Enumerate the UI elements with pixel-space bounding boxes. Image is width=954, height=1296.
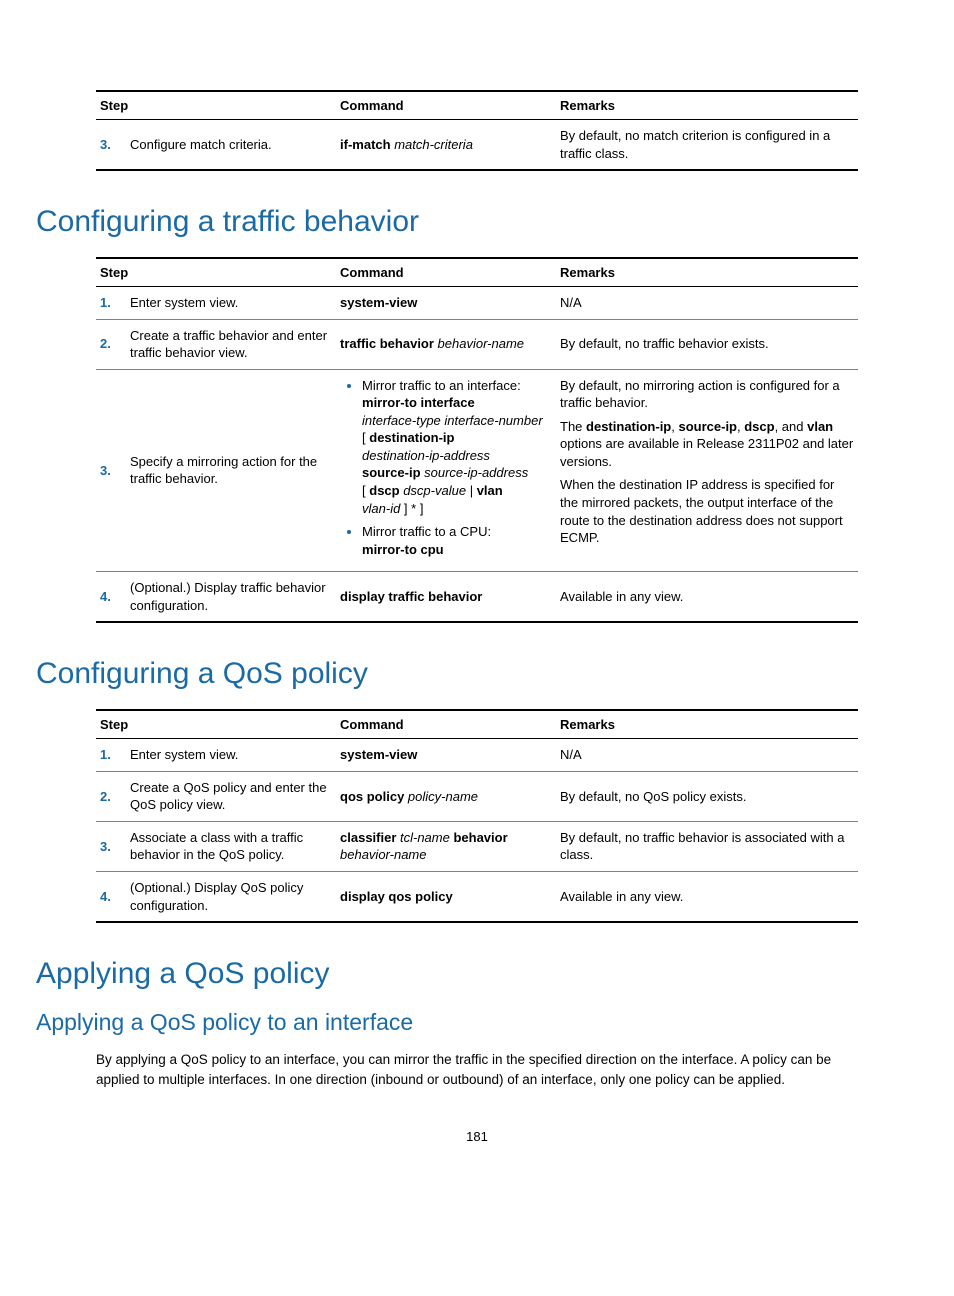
section-heading: Configuring a QoS policy (36, 657, 858, 691)
table-row: 2. Create a traffic behavior and enter t… (96, 319, 858, 369)
th-command: Command (336, 91, 556, 120)
traffic-behavior-table: Step Command Remarks 1. Enter system vie… (96, 257, 858, 623)
step-number: 4. (96, 872, 126, 923)
bullet-item: Mirror traffic to a CPU: mirror-to cpu (362, 523, 552, 558)
th-step: Step (96, 710, 336, 739)
table-row: 3. Specify a mirroring action for the tr… (96, 369, 858, 571)
step-number: 3. (96, 821, 126, 871)
step-number: 3. (96, 120, 126, 171)
table-row: 3. Associate a class with a traffic beha… (96, 821, 858, 871)
command-cell: traffic behavior behavior-name (336, 319, 556, 369)
table-row: 3. Configure match criteria. if-match ma… (96, 120, 858, 171)
page-content: Step Command Remarks 3. Configure match … (0, 0, 954, 1184)
th-remarks: Remarks (556, 258, 858, 287)
match-criteria-table: Step Command Remarks 3. Configure match … (96, 90, 858, 171)
step-text: Specify a mirroring action for the traff… (126, 369, 336, 571)
remarks-cell: Available in any view. (556, 572, 858, 623)
command-cell: if-match match-criteria (336, 120, 556, 171)
remarks-cell: N/A (556, 739, 858, 772)
remarks-cell: By default, no traffic behavior exists. (556, 319, 858, 369)
command-cell: classifier tcl-name behavior behavior-na… (336, 821, 556, 871)
table-row: 4. (Optional.) Display QoS policy config… (96, 872, 858, 923)
remarks-cell: By default, no traffic behavior is assoc… (556, 821, 858, 871)
step-number: 2. (96, 771, 126, 821)
command-cell: system-view (336, 739, 556, 772)
step-text: Configure match criteria. (126, 120, 336, 171)
table-row: 1. Enter system view. system-view N/A (96, 287, 858, 320)
remarks-cell: Available in any view. (556, 872, 858, 923)
command-cell: display qos policy (336, 872, 556, 923)
step-text: (Optional.) Display traffic behavior con… (126, 572, 336, 623)
step-number: 1. (96, 739, 126, 772)
th-step: Step (96, 91, 336, 120)
step-number: 1. (96, 287, 126, 320)
step-number: 2. (96, 319, 126, 369)
table-row: 1. Enter system view. system-view N/A (96, 739, 858, 772)
remarks-cell: N/A (556, 287, 858, 320)
th-command: Command (336, 258, 556, 287)
remarks-cell: By default, no match criterion is config… (556, 120, 858, 171)
bullet-item: Mirror traffic to an interface: mirror-t… (362, 377, 552, 517)
step-text: Enter system view. (126, 739, 336, 772)
table-row: 4. (Optional.) Display traffic behavior … (96, 572, 858, 623)
command-cell: qos policy policy-name (336, 771, 556, 821)
table-row: 2. Create a QoS policy and enter the QoS… (96, 771, 858, 821)
body-paragraph: By applying a QoS policy to an interface… (96, 1050, 858, 1089)
command-cell: Mirror traffic to an interface: mirror-t… (336, 369, 556, 571)
step-text: Associate a class with a traffic behavio… (126, 821, 336, 871)
page-number: 181 (96, 1129, 858, 1144)
step-text: Enter system view. (126, 287, 336, 320)
command-cell: display traffic behavior (336, 572, 556, 623)
section-heading: Configuring a traffic behavior (36, 205, 858, 239)
step-number: 4. (96, 572, 126, 623)
th-remarks: Remarks (556, 91, 858, 120)
th-remarks: Remarks (556, 710, 858, 739)
step-text: (Optional.) Display QoS policy configura… (126, 872, 336, 923)
th-command: Command (336, 710, 556, 739)
remarks-cell: By default, no mirroring action is confi… (556, 369, 858, 571)
subsection-heading: Applying a QoS policy to an interface (36, 1009, 858, 1036)
step-text: Create a QoS policy and enter the QoS po… (126, 771, 336, 821)
step-text: Create a traffic behavior and enter traf… (126, 319, 336, 369)
th-step: Step (96, 258, 336, 287)
section-heading: Applying a QoS policy (36, 957, 858, 991)
qos-policy-table: Step Command Remarks 1. Enter system vie… (96, 709, 858, 923)
remarks-cell: By default, no QoS policy exists. (556, 771, 858, 821)
step-number: 3. (96, 369, 126, 571)
command-cell: system-view (336, 287, 556, 320)
